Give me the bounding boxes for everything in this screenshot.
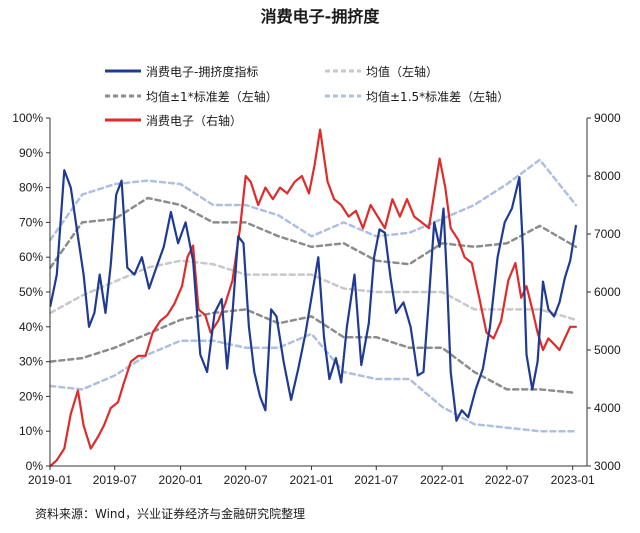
series-line-mean-2 [49,259,578,322]
right-tick-label: 6000 [594,285,621,299]
x-tick-label: 2019-01 [28,473,72,487]
series-line-band1-4 [49,308,578,395]
x-tick-label: 2022-07 [485,473,529,487]
x-tick-label: 2019-07 [93,473,137,487]
x-tick-label: 2020-07 [224,473,268,487]
x-tick-label: 2022-01 [420,473,464,487]
legend-label-mean: 均值（左轴） [366,64,438,79]
right-tick-label: 3000 [594,459,621,473]
right-tick-label: 7000 [594,227,621,241]
left-tick-label: 60% [19,250,43,264]
left-tick-label: 10% [19,424,43,438]
left-tick-label: 40% [19,320,43,334]
series-line-band15-6 [49,332,578,433]
series-line-price-1 [49,128,578,468]
x-tick-label: 2021-07 [354,473,398,487]
x-tick-label: 2020-01 [159,473,203,487]
right-tick-label: 5000 [594,343,621,357]
legend-item-index: 消费电子-拥挤度指标 [105,64,258,79]
legend-item-mean: 均值（左轴） [325,64,438,79]
legend-label-index: 消费电子-拥挤度指标 [146,64,258,79]
left-tick-label: 70% [19,215,43,229]
legend-item-band15: 均值±1.5*标准差（左轴） [325,89,509,104]
left-tick-label: 90% [19,146,43,160]
x-tick-label: 2021-01 [290,473,334,487]
series-line-band1-3 [49,196,578,269]
plot-area [49,128,578,468]
legend-item-band1: 均值±1*标准差（左轴） [105,89,278,104]
legend-item-price: 消费电子（右轴） [105,113,242,128]
legend-label-price: 消费电子（右轴） [146,113,242,128]
axes: 0% 10% 20% 30% 40% 50% 60% 70% 80% 90% 100% 3000 400… [12,111,621,487]
left-tick-label: 0% [26,459,44,473]
left-tick-label: 20% [19,389,43,403]
left-tick-label: 30% [19,355,43,369]
left-tick-label: 50% [19,285,43,299]
left-tick-label: 80% [19,181,43,195]
legend-label-band1: 均值±1*标准差（左轴） [146,89,278,104]
series-line-band15-5 [49,158,578,242]
chart-title: 消费电子-拥挤度 [261,7,381,26]
x-tick-label: 2023-01 [551,473,595,487]
series-line-index-0 [49,169,578,422]
right-tick-label: 9000 [594,111,621,125]
right-tick-label: 4000 [594,401,621,415]
legend: 消费电子-拥挤度指标 均值（左轴） 均值±1*标准差（左轴） 均值±1.5*标准… [105,64,509,128]
right-tick-label: 8000 [594,169,621,183]
legend-label-band15: 均值±1.5*标准差（左轴） [366,89,509,104]
source-note: 资料来源：Wind，兴业证券经济与金融研究院整理 [35,506,305,521]
left-tick-label: 100% [12,111,43,125]
